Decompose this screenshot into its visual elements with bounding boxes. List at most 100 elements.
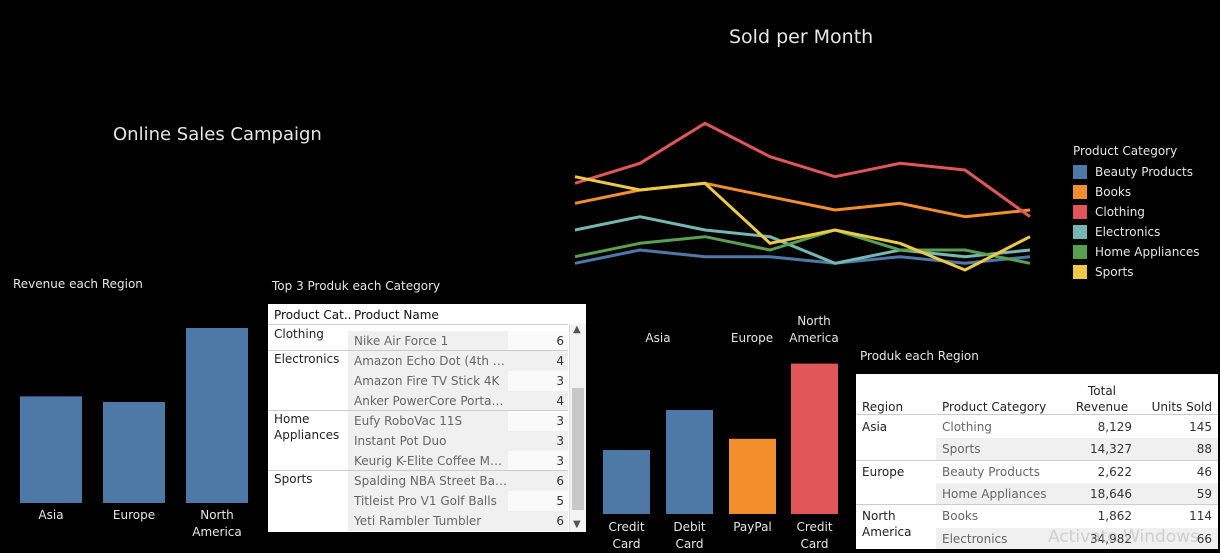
series-line-home-appliances[interactable]	[574, 228, 1031, 265]
payment-x-label: Credit	[796, 520, 832, 534]
product-value: 3	[556, 434, 564, 448]
payment-group-label: America	[789, 331, 839, 345]
revenue-x-label: Asia	[38, 508, 63, 522]
payment-bar[interactable]	[666, 410, 713, 514]
legend-item[interactable]: Electronics	[1073, 222, 1200, 242]
legend-label: Clothing	[1095, 205, 1145, 219]
scroll-thumb[interactable]	[572, 388, 584, 510]
product-name: Nike Air Force 1	[354, 334, 449, 348]
revenue-x-label: America	[192, 525, 242, 539]
payment-bar[interactable]	[791, 363, 838, 514]
payment-x-label: Debit	[673, 520, 706, 534]
group-divider	[268, 470, 568, 471]
legend: Product Category Beauty Products Books Clo…	[1073, 144, 1200, 282]
legend-title: Product Category	[1073, 144, 1178, 158]
units-sold: 46	[1196, 464, 1212, 479]
payment-bar[interactable]	[603, 450, 650, 514]
payment-x-label: Card	[800, 537, 828, 551]
payment-x-label: Card	[675, 537, 703, 551]
scroll-up-icon[interactable]: ▲	[573, 324, 581, 335]
top3-header: Product Cat.. Product Name	[268, 304, 568, 325]
table-row[interactable]: Spalding NBA Street Bask.. 6	[268, 471, 568, 491]
top3-scrollbar[interactable]: ▲ ▼	[569, 324, 586, 532]
group-divider	[856, 504, 1218, 506]
table-row[interactable]: Titleist Pro V1 Golf Balls 5	[268, 491, 568, 511]
legend-item[interactable]: Sports	[1073, 262, 1200, 282]
payment-bar[interactable]	[729, 438, 776, 514]
table-row[interactable]: Yeti Rambler Tumbler 6	[268, 511, 568, 531]
total-revenue: 2,622	[1097, 464, 1132, 479]
revenue-each-region-chart: Asia Europe North America	[20, 327, 248, 539]
num-shade	[508, 351, 568, 371]
col-product-category[interactable]: Product Cat..	[274, 308, 352, 322]
num-shade	[508, 451, 568, 471]
product-name: Amazon Echo Dot (4th Gen)	[354, 354, 508, 368]
num-shade	[508, 491, 568, 511]
scroll-down-icon[interactable]: ▼	[573, 519, 581, 530]
product-category: Books	[942, 509, 979, 524]
table-row[interactable]: Instant Pot Duo 3	[268, 431, 568, 451]
col-product-name[interactable]: Product Name	[354, 308, 439, 322]
legend-item[interactable]: Beauty Products	[1073, 162, 1200, 182]
revenue-bar[interactable]	[186, 327, 248, 503]
row-shade	[348, 391, 508, 411]
series-line-clothing[interactable]	[574, 121, 1031, 218]
table-row[interactable]: Anker PowerCore Portabl.. 4	[268, 391, 568, 411]
product-value: 6	[556, 474, 564, 488]
product-category: Sports	[274, 472, 313, 486]
num-shade	[508, 371, 568, 391]
num-shade	[508, 471, 568, 491]
legend-swatch	[1073, 265, 1087, 279]
product-category: Electronics	[942, 531, 1008, 546]
row-shade	[348, 331, 508, 351]
col-total-revenue: Total Revenue	[1075, 384, 1129, 414]
product-category: Beauty Products	[942, 464, 1041, 479]
col-product-category: Product Category	[942, 400, 1047, 414]
row-shade	[348, 451, 508, 471]
legend-item[interactable]: Home Appliances	[1073, 242, 1200, 262]
series-line-electronics[interactable]	[574, 215, 1031, 265]
units-sold: 114	[1189, 509, 1212, 524]
total-revenue: 1,862	[1097, 509, 1132, 524]
line-chart-title: Sold per Month	[729, 26, 874, 48]
row-band	[936, 527, 1218, 549]
legend-swatch	[1073, 245, 1087, 259]
series-line-beauty-products[interactable]	[574, 248, 1031, 265]
product-name: Spalding NBA Street Bask..	[354, 474, 508, 488]
revenue-x-label: North	[200, 508, 234, 522]
region-table[interactable]: Region Product Category Total Revenue Units…	[856, 374, 1218, 549]
num-shade	[508, 511, 568, 531]
product-name: Keurig K-Elite Coffee Maker	[354, 454, 508, 468]
top3-table[interactable]: Product Cat.. Product Name Nike Air Forc…	[268, 304, 586, 532]
product-name: Amazon Fire TV Stick 4K	[354, 374, 500, 388]
sold-per-month-chart	[574, 121, 1031, 272]
revenue-bar[interactable]	[20, 396, 82, 503]
payment-x-label: PayPal	[733, 520, 772, 534]
table-row[interactable]: Keurig K-Elite Coffee Maker 3	[268, 451, 568, 471]
payment-x-label: Card	[612, 537, 640, 551]
row-shade	[348, 511, 508, 531]
product-category: Home Appliances	[274, 412, 340, 442]
group-divider	[856, 459, 1218, 461]
product-category: Clothing	[274, 327, 324, 341]
header-divider	[856, 414, 1218, 415]
product-name: Instant Pot Duo	[354, 434, 447, 448]
series-line-sports[interactable]	[574, 175, 1031, 272]
legend-swatch	[1073, 225, 1087, 239]
col-region: Region	[862, 400, 904, 414]
legend-item[interactable]: Books	[1073, 182, 1200, 202]
product-value: 6	[556, 514, 564, 528]
legend-swatch	[1073, 165, 1087, 179]
row-shade	[348, 431, 508, 451]
revenue-bar[interactable]	[103, 401, 165, 503]
num-shade	[508, 431, 568, 451]
total-revenue: 8,129	[1097, 420, 1132, 434]
legend-item[interactable]: Clothing	[1073, 202, 1200, 222]
table-row[interactable]: Amazon Echo Dot (4th Gen) 4	[268, 351, 568, 371]
table-row[interactable]: Eufy RoboVac 11S 3	[268, 411, 568, 431]
region-name: North America	[862, 509, 912, 540]
table-row[interactable]: Nike Air Force 1 6	[268, 331, 568, 351]
payment-group-label: North	[797, 314, 831, 328]
table-row[interactable]: Amazon Fire TV Stick 4K 3	[268, 371, 568, 391]
product-value: 6	[556, 334, 564, 348]
